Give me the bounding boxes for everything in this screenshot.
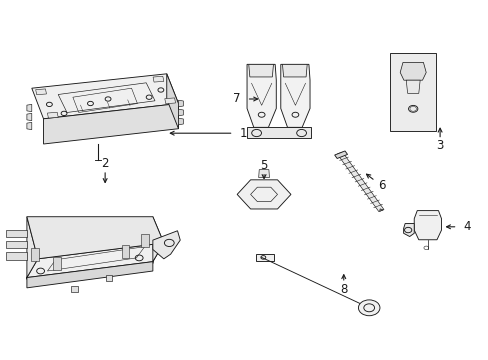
Polygon shape bbox=[237, 180, 290, 209]
Polygon shape bbox=[47, 112, 58, 118]
Polygon shape bbox=[248, 64, 273, 77]
Polygon shape bbox=[178, 100, 183, 107]
Polygon shape bbox=[280, 64, 309, 127]
Polygon shape bbox=[27, 122, 32, 130]
Polygon shape bbox=[36, 89, 46, 95]
Polygon shape bbox=[178, 109, 183, 116]
Polygon shape bbox=[379, 209, 383, 211]
Polygon shape bbox=[153, 217, 163, 264]
Polygon shape bbox=[141, 234, 148, 247]
Polygon shape bbox=[246, 64, 276, 127]
Polygon shape bbox=[399, 62, 426, 80]
Text: 1: 1 bbox=[239, 127, 246, 140]
Polygon shape bbox=[31, 248, 39, 261]
Polygon shape bbox=[258, 170, 269, 177]
Polygon shape bbox=[53, 257, 61, 270]
Polygon shape bbox=[122, 245, 129, 258]
Polygon shape bbox=[153, 231, 180, 259]
Polygon shape bbox=[164, 98, 175, 104]
Circle shape bbox=[358, 300, 379, 316]
Polygon shape bbox=[337, 152, 383, 212]
Polygon shape bbox=[406, 80, 419, 93]
Text: 3: 3 bbox=[435, 139, 443, 152]
Polygon shape bbox=[246, 127, 310, 138]
Polygon shape bbox=[27, 217, 38, 279]
Polygon shape bbox=[27, 217, 163, 259]
Polygon shape bbox=[178, 118, 183, 125]
Text: 8: 8 bbox=[339, 283, 347, 296]
Polygon shape bbox=[6, 230, 27, 237]
Text: 6: 6 bbox=[377, 179, 385, 192]
Polygon shape bbox=[27, 262, 153, 288]
Polygon shape bbox=[413, 211, 441, 240]
Polygon shape bbox=[27, 243, 163, 278]
Polygon shape bbox=[27, 113, 32, 121]
Polygon shape bbox=[27, 104, 32, 112]
Polygon shape bbox=[32, 74, 178, 119]
Polygon shape bbox=[43, 104, 178, 144]
Text: 5: 5 bbox=[260, 159, 267, 172]
Text: 4: 4 bbox=[462, 220, 470, 233]
Polygon shape bbox=[282, 64, 306, 77]
Polygon shape bbox=[6, 241, 27, 248]
Polygon shape bbox=[6, 252, 27, 260]
Polygon shape bbox=[153, 76, 163, 82]
Polygon shape bbox=[334, 151, 347, 158]
Polygon shape bbox=[71, 286, 78, 292]
Polygon shape bbox=[166, 74, 178, 129]
Polygon shape bbox=[256, 254, 273, 261]
Text: 2: 2 bbox=[101, 157, 109, 170]
Text: 7: 7 bbox=[233, 93, 241, 105]
Bar bbox=[389, 53, 435, 131]
Polygon shape bbox=[403, 224, 413, 237]
Polygon shape bbox=[105, 275, 112, 281]
